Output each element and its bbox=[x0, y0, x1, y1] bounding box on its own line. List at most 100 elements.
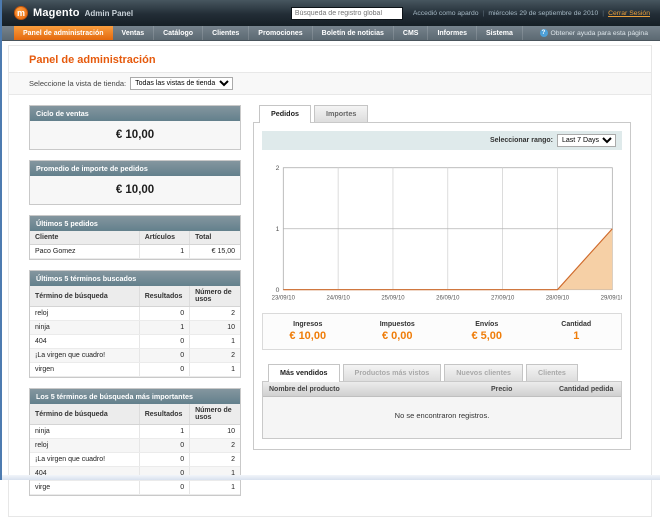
table-cell: ninja bbox=[30, 425, 139, 439]
nav-item-promotions[interactable]: Promociones bbox=[249, 26, 312, 40]
column-header: Número de usos bbox=[190, 404, 240, 425]
panel-title: Promedio de importe de pedidos bbox=[30, 161, 240, 176]
column-header: Artículos bbox=[139, 231, 189, 245]
content-area: Panel de administración Seleccione la vi… bbox=[8, 45, 652, 517]
table-cell: Paco Gomez bbox=[30, 245, 139, 259]
main-nav: Panel de administración Ventas Catálogo … bbox=[0, 26, 660, 41]
column-header: Precio bbox=[485, 382, 553, 397]
column-header: Cliente bbox=[30, 231, 139, 245]
empty-row: No se encontraron registros. bbox=[263, 397, 621, 439]
stat-shipping: Envíos € 5,00 bbox=[442, 321, 532, 342]
stat-value: € 5,00 bbox=[442, 330, 532, 342]
column-header: Resultados bbox=[139, 286, 189, 307]
store-view-select[interactable]: Todas las vistas de tienda bbox=[130, 77, 233, 90]
store-view-label: Seleccione la vista de tienda: bbox=[29, 79, 126, 88]
stat-value: € 0,00 bbox=[353, 330, 443, 342]
global-search-input[interactable] bbox=[291, 7, 403, 20]
table-cell: virge bbox=[30, 481, 139, 495]
nav-item-customers[interactable]: Clientes bbox=[203, 26, 249, 40]
stat-tax: Impuestos € 0,00 bbox=[353, 321, 443, 342]
logo-text: Magento bbox=[33, 7, 80, 19]
table-cell: 0 bbox=[139, 307, 189, 321]
column-header: Número de usos bbox=[190, 286, 240, 307]
range-bar: Seleccionar rango: Last 7 Days bbox=[262, 131, 622, 150]
table-cell: 2 bbox=[190, 439, 240, 453]
nav-item-newsletter[interactable]: Boletín de noticias bbox=[313, 26, 394, 40]
table-cell: 1 bbox=[190, 363, 240, 377]
range-select[interactable]: Last 7 Days bbox=[557, 134, 616, 147]
nav-item-system[interactable]: Sistema bbox=[477, 26, 523, 40]
stat-quantity: Cantidad 1 bbox=[532, 321, 622, 342]
svg-text:2: 2 bbox=[276, 165, 280, 172]
table-cell: 2 bbox=[190, 349, 240, 363]
window-edge-bottom bbox=[0, 475, 660, 480]
nav-item-catalog[interactable]: Catálogo bbox=[154, 26, 203, 40]
panel-title: Ciclo de ventas bbox=[30, 106, 240, 121]
help-link[interactable]: ? Obtener ayuda para esta página bbox=[540, 26, 660, 40]
table-cell: 0 bbox=[139, 349, 189, 363]
nav-item-reports[interactable]: Informes bbox=[428, 26, 477, 40]
user-info: Accedió como apardo | miércoles 29 de se… bbox=[413, 10, 650, 17]
tab-customers[interactable]: Clientes bbox=[526, 364, 578, 381]
nav-item-cms[interactable]: CMS bbox=[394, 26, 429, 40]
stat-value: € 10,00 bbox=[263, 330, 353, 342]
column-header: Resultados bbox=[139, 404, 189, 425]
tab-bestsellers[interactable]: Más vendidos bbox=[268, 364, 340, 382]
svg-text:0: 0 bbox=[276, 287, 280, 294]
table-cell: 0 bbox=[139, 439, 189, 453]
nav-item-dashboard[interactable]: Panel de administración bbox=[14, 26, 113, 40]
table-cell: 10 bbox=[190, 425, 240, 439]
table-cell: 1 bbox=[190, 481, 240, 495]
table-cell: ¡La virgen que cuadro! bbox=[30, 349, 139, 363]
tab-orders[interactable]: Pedidos bbox=[259, 105, 311, 123]
stat-revenue: Ingresos € 10,00 bbox=[263, 321, 353, 342]
table-cell: 404 bbox=[30, 335, 139, 349]
average-orders-value: € 10,00 bbox=[30, 176, 240, 204]
magento-logo-icon: m bbox=[14, 6, 28, 20]
table-cell: 1 bbox=[139, 245, 189, 259]
table-cell: 0 bbox=[139, 335, 189, 349]
stat-label: Envíos bbox=[442, 321, 532, 328]
svg-text:29/09/10: 29/09/10 bbox=[601, 295, 622, 301]
nav-item-sales[interactable]: Ventas bbox=[113, 26, 155, 40]
separator: | bbox=[602, 10, 604, 17]
panel-title: Últimos 5 pedidos bbox=[30, 216, 240, 231]
column-header: Término de búsqueda bbox=[30, 404, 139, 425]
column-header: Cantidad pedida bbox=[553, 382, 621, 397]
logout-link[interactable]: Cerrar Sesión bbox=[608, 10, 650, 17]
last-search-terms-panel: Últimos 5 términos buscados Término de b… bbox=[29, 270, 241, 378]
panel-title: Los 5 términos de búsqueda más important… bbox=[30, 389, 240, 404]
tab-new-customers[interactable]: Nuevos clientes bbox=[444, 364, 523, 381]
separator: | bbox=[483, 10, 485, 17]
table-cell: 0 bbox=[139, 363, 189, 377]
column-header: Nombre del producto bbox=[263, 382, 485, 397]
tab-amounts[interactable]: Importes bbox=[314, 105, 368, 122]
empty-message: No se encontraron registros. bbox=[263, 397, 621, 439]
table-cell: € 15,00 bbox=[190, 245, 240, 259]
table-cell: 10 bbox=[190, 321, 240, 335]
average-orders-panel: Promedio de importe de pedidos € 10,00 bbox=[29, 160, 241, 205]
header: m Magento Admin Panel Accedió como apard… bbox=[0, 0, 660, 26]
stat-label: Ingresos bbox=[263, 321, 353, 328]
tab-most-viewed[interactable]: Productos más vistos bbox=[343, 364, 442, 381]
table-cell: reloj bbox=[30, 307, 139, 321]
svg-text:1: 1 bbox=[276, 226, 280, 233]
panel-title: Últimos 5 términos buscados bbox=[30, 271, 240, 286]
table-cell: 2 bbox=[190, 307, 240, 321]
svg-text:25/09/10: 25/09/10 bbox=[381, 295, 405, 301]
diagram-tabs: Pedidos Importes bbox=[253, 105, 631, 122]
